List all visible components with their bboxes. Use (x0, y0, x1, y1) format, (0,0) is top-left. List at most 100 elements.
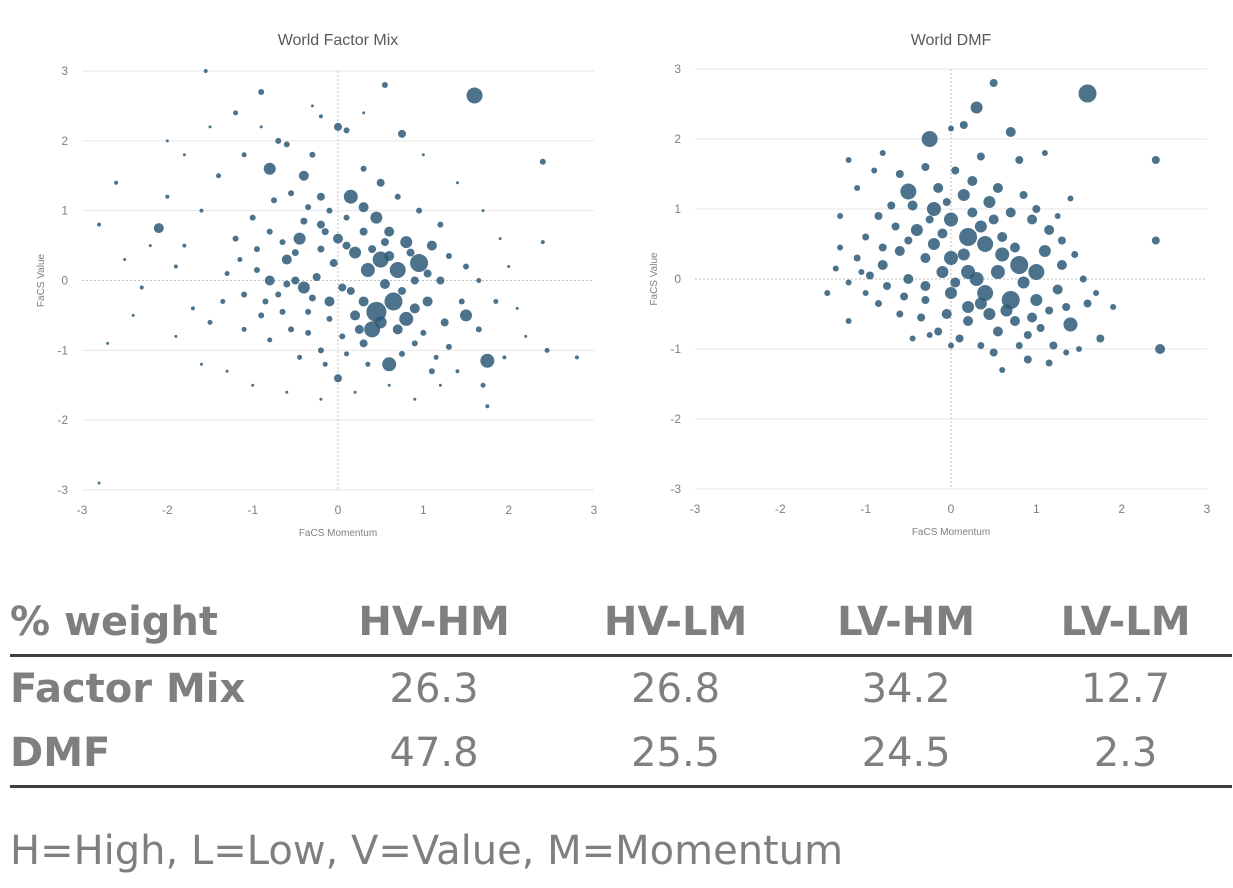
scatter-point (322, 361, 328, 367)
x-tick-label: -2 (775, 502, 786, 516)
scatter-point (977, 342, 985, 349)
scatter-point (207, 319, 213, 325)
scatter-point (970, 101, 983, 114)
y-tick-label: 3 (61, 64, 68, 78)
scatter-point (384, 226, 395, 237)
scatter-point (445, 253, 452, 260)
chart-world-factor-mix: World Factor Mix 3 2 1 0 -1 -2 -3 -3 -2 -1 0 1 2 3 FaCS… (0, 0, 610, 560)
scatter-point (275, 291, 282, 298)
scatter-point (1056, 260, 1067, 270)
scatter-point (1030, 294, 1043, 306)
header-cell: LV-HM (837, 599, 976, 645)
scatter-point (389, 262, 406, 279)
scatter-point (233, 110, 239, 116)
scatter-point (463, 263, 469, 270)
scatter-point (203, 69, 208, 73)
scatter-point (458, 298, 465, 305)
scatter-point (165, 139, 169, 143)
scatter-point (413, 397, 417, 401)
table-cell: 25.5 (631, 730, 721, 776)
table-row: Factor Mix 26.3 26.8 34.2 12.7 (10, 656, 1232, 722)
scatter-point (977, 285, 994, 301)
scatter-point (883, 282, 891, 290)
scatter-point (1036, 324, 1045, 332)
scatter-point (921, 131, 938, 147)
scatter-point (974, 297, 987, 310)
scatter-point (411, 340, 418, 347)
scatter-point (999, 367, 1006, 373)
y-axis-title: FaCS Value (649, 252, 660, 306)
scatter-point (232, 235, 239, 242)
header-cell: HV-LM (603, 599, 748, 645)
scatter-point (380, 238, 389, 247)
scatter-point (887, 201, 896, 210)
scatter-point (967, 207, 978, 218)
row-label: DMF (10, 730, 111, 776)
scatter-point (574, 355, 579, 360)
scatter-point (445, 343, 452, 350)
scatter-point (237, 257, 243, 263)
table-cell: 24.5 (861, 730, 951, 776)
scatter-point (359, 339, 368, 348)
x-tick-label: -1 (860, 502, 871, 516)
scatter-point (921, 296, 930, 304)
scatter-point (416, 207, 423, 214)
scatter-point (955, 334, 964, 343)
scatter-point (123, 258, 127, 262)
table-cell: 12.7 (1081, 666, 1171, 712)
scatter-point (480, 353, 495, 368)
scatter-point (951, 166, 960, 175)
scatter-point (1155, 344, 1166, 354)
scatter-point (910, 224, 923, 236)
scatter-point (515, 306, 519, 310)
scatter-point (1027, 312, 1038, 323)
scatter-point (524, 334, 528, 338)
scatter-point (263, 162, 276, 175)
x-tick-label: -3 (690, 502, 701, 516)
scatter-point (305, 329, 312, 336)
scatter-point (983, 196, 996, 208)
scatter-point (858, 269, 865, 275)
scatter-point (317, 245, 325, 253)
scatter-point (983, 308, 996, 320)
scatter-point (279, 239, 286, 246)
scatter-point (992, 183, 1003, 193)
scatter-point (967, 176, 978, 186)
header-cell: HV-HM (358, 599, 510, 645)
scatter-point (329, 259, 338, 268)
scatter-point (862, 290, 869, 296)
scatter-point (283, 280, 291, 288)
scatter-point (406, 248, 415, 257)
scatter-point (249, 214, 256, 221)
scatter-point (153, 223, 164, 234)
scatter-point (1005, 127, 1016, 137)
scatter-point (1023, 331, 1032, 339)
scatter-point (422, 296, 433, 307)
scatter-points (97, 69, 579, 485)
scatter-point (1054, 213, 1061, 219)
scatter-point (1023, 355, 1032, 364)
scatter-point (1045, 359, 1053, 367)
scatter-point (409, 303, 420, 314)
x-tick-label: 3 (1204, 502, 1211, 516)
scatter-point (283, 141, 290, 148)
y-axis-title: FaCS Value (36, 253, 47, 307)
header-cell: LV-LM (1060, 599, 1191, 645)
scatter-point (481, 209, 485, 213)
scatter-point (959, 228, 978, 246)
scatter-point (837, 213, 844, 219)
scatter-point (957, 248, 970, 261)
scatter-point (275, 137, 282, 144)
scatter-point (845, 318, 852, 324)
scatter-point (1078, 84, 1097, 103)
scatter-point (199, 362, 203, 366)
scatter-point (288, 326, 295, 333)
scatter-point (837, 244, 844, 251)
x-axis-title: FaCS Momentum (912, 527, 990, 538)
scatter-point (920, 253, 931, 263)
scatter-point (387, 383, 391, 387)
scatter-point (165, 194, 170, 199)
scatter-point (1096, 334, 1105, 343)
scatter-point (485, 404, 490, 409)
scatter-point (934, 327, 943, 336)
